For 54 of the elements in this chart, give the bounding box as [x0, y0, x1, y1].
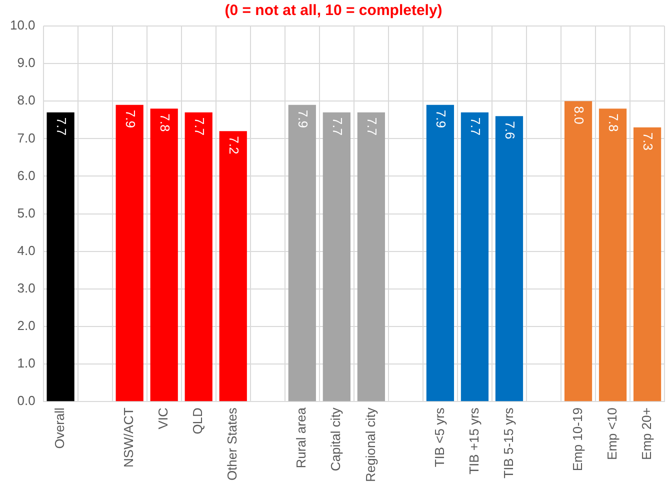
- bar: [633, 127, 662, 402]
- bar: [357, 112, 385, 402]
- data-label: 7.7: [192, 117, 208, 136]
- y-tick-label: 8.0: [17, 92, 36, 108]
- x-tick-label: TIB +15 yrs: [466, 407, 482, 474]
- x-tick-label: NSW/ACT: [121, 408, 136, 468]
- x-tick-label: QLD: [190, 408, 206, 434]
- bar: [426, 104, 454, 402]
- x-tick-label: Emp 20+: [638, 408, 654, 460]
- bar: [150, 108, 178, 402]
- data-label: 7.7: [330, 117, 346, 136]
- data-label: 8.0: [572, 106, 587, 124]
- y-tick-label: 9.0: [17, 55, 36, 70]
- y-tick-label: 3.0: [17, 280, 36, 296]
- bar: [288, 104, 316, 402]
- x-tick-label: Overall: [52, 407, 68, 449]
- data-label: 7.3: [640, 132, 656, 150]
- bar: [598, 108, 627, 402]
- y-tick-label: 6.0: [17, 168, 36, 183]
- data-label: 7.8: [158, 114, 173, 132]
- y-tick-label: 5.0: [17, 205, 36, 220]
- x-tick-label: Emp <10: [604, 408, 620, 460]
- chart-title: (0 = not at all, 10 = completely): [224, 2, 442, 20]
- x-tick-label: TIB 5-15 yrs: [500, 407, 516, 478]
- bar: [564, 101, 592, 402]
- y-tick-label: 10.0: [10, 18, 36, 33]
- bar: [184, 112, 212, 402]
- x-tick-label: Other States: [224, 407, 240, 481]
- data-label: 7.9: [123, 110, 138, 128]
- data-label: 7.9: [296, 110, 311, 128]
- y-tick-label: 0.0: [17, 393, 36, 408]
- bar: [116, 104, 144, 402]
- bar: [322, 112, 350, 402]
- y-tick-label: 4.0: [17, 242, 36, 258]
- bar: [460, 112, 489, 402]
- x-tick-label: Capital city: [328, 407, 344, 472]
- data-label: 7.7: [468, 117, 484, 136]
- x-tick-label: Emp 10-19: [570, 408, 585, 472]
- x-tick-label: Regional city: [362, 407, 378, 482]
- data-label: 7.7: [54, 117, 69, 136]
- data-label: 7.9: [434, 110, 449, 128]
- x-tick-label: VIC: [156, 408, 171, 430]
- y-tick-label: 1.0: [17, 356, 36, 371]
- data-label: 7.8: [606, 114, 622, 132]
- bar: [219, 131, 247, 402]
- data-label: 7.6: [502, 121, 518, 140]
- x-tick-label: Rural area: [294, 406, 309, 468]
- x-tick-label: TIB <5 yrs: [432, 407, 447, 468]
- bar: [46, 112, 74, 402]
- data-label: 7.7: [364, 117, 380, 136]
- data-label: 7.2: [226, 136, 242, 154]
- bar: [495, 116, 524, 402]
- y-tick-label: 2.0: [17, 318, 36, 334]
- y-tick-label: 7.0: [17, 130, 36, 146]
